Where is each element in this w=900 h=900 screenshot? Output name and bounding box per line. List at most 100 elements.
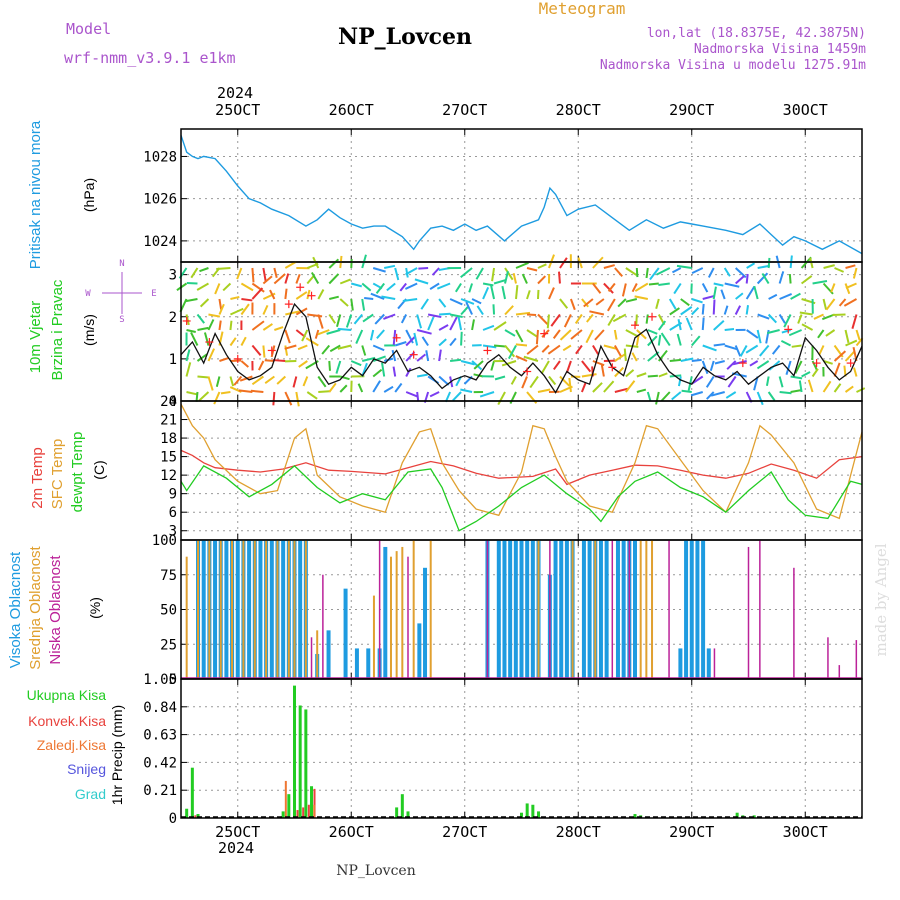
footer-title: NP_Lovcen (336, 863, 415, 879)
wind-barb (504, 329, 516, 337)
wind-barb (305, 337, 319, 347)
wind-barb (691, 298, 703, 304)
panel-frame (180, 678, 863, 819)
wind-barb (685, 317, 693, 331)
wind-barb (364, 297, 374, 300)
time-label-bottom: 27OCT (442, 823, 487, 841)
wind-barb (794, 360, 803, 374)
wind-barb (830, 283, 836, 293)
mid-cloud-bar (242, 540, 245, 679)
wind-barb (713, 320, 725, 331)
wind-barb (272, 391, 276, 406)
wind-barb (515, 311, 531, 316)
wind-barb (381, 295, 396, 300)
wind-barb (817, 329, 825, 339)
wind-barb (515, 285, 519, 300)
wind-barb (712, 286, 717, 300)
wind-barb (361, 298, 366, 311)
wind-barb (479, 391, 495, 398)
high-cloud-bar (530, 540, 535, 679)
compass-letter: N (119, 259, 124, 269)
time-axis-bottom: 25OCT 26OCT 27OCT 28OCT 29OCT 30OCT (215, 823, 828, 841)
wind-barb (753, 285, 759, 300)
ytick-label: 0 (169, 394, 177, 410)
time-label-bottom: 28OCT (556, 823, 601, 841)
wind-barb (844, 329, 850, 344)
altitude-text: Nadmorska Visina 1459m (694, 42, 866, 57)
ytick-label: 0 (169, 811, 177, 827)
meteogram-label: Meteogram (539, 0, 626, 18)
wind-barb (208, 313, 221, 318)
wind-barb (215, 376, 221, 388)
wind-barb (262, 267, 267, 283)
wind-barb (213, 391, 221, 405)
wind-barb (822, 298, 828, 310)
wind-barb (570, 329, 583, 340)
ylabel-mid-cloud: Srednja Oblacnost (27, 545, 44, 669)
wind-barb (833, 362, 841, 377)
wind-barb (612, 313, 627, 323)
wind-barb (746, 329, 759, 339)
mid-cloud-bar (253, 540, 256, 679)
wind-barb (771, 344, 781, 355)
wind-barb (723, 267, 731, 277)
wind-barb (645, 314, 649, 324)
wind-barb (707, 267, 715, 278)
wind-barb (709, 360, 715, 372)
wind-barb (504, 267, 514, 281)
ytick-label: 21 (160, 413, 177, 429)
wind-barb (529, 375, 539, 389)
wind-barb (416, 314, 423, 329)
wind-barb (646, 391, 652, 402)
wind-barb (207, 348, 216, 362)
legend-precip-0: Ukupna Kisa (27, 687, 107, 703)
wind-barb (691, 358, 702, 362)
pressure-line (180, 135, 863, 255)
wind-barb (790, 389, 802, 393)
high-cloud-bar (587, 540, 592, 679)
wind-barb (372, 344, 385, 352)
wind-barb (185, 298, 198, 303)
time-label-top: 29OCT (669, 101, 714, 119)
wind-barb (681, 389, 692, 393)
wind-barb (658, 282, 670, 286)
ylabel-sfctemp: SFC Temp (49, 439, 66, 510)
wind-barb (460, 298, 475, 305)
high-cloud-bar (247, 540, 252, 679)
wind-barb (405, 367, 412, 377)
wind-barb (438, 324, 449, 331)
wind-barb (745, 273, 749, 284)
high-cloud-bar (559, 540, 564, 679)
wind-barb (449, 337, 457, 347)
wind-barb (218, 298, 223, 310)
wind-barb (702, 344, 717, 352)
wind-barb (501, 360, 517, 367)
wind-barb (362, 313, 374, 323)
wind-barb (526, 344, 539, 355)
wind-barb (585, 329, 594, 344)
panel-wind: 0 1 2 3 (169, 254, 866, 410)
wind-barb (197, 326, 209, 331)
page-title: NP_Lovcen (338, 24, 472, 50)
wind-barb (660, 332, 671, 347)
wind-barb (504, 305, 514, 316)
wind-barb (724, 327, 735, 331)
wind-barb (690, 335, 701, 347)
wind-barb (350, 360, 362, 367)
wind-barb (493, 321, 507, 331)
mid-cloud-bar (197, 540, 200, 679)
wind-barb (656, 267, 671, 276)
wind-barb (493, 279, 506, 285)
coords-text: lon,lat (18.8375E, 42.3875N) (647, 26, 866, 41)
wind-barb (745, 344, 759, 354)
wind-barb (680, 298, 690, 307)
low-cloud-bar (486, 540, 489, 679)
wind-barb (580, 382, 587, 393)
wind-barb (317, 314, 324, 329)
low-cloud-bar (549, 540, 551, 679)
wind-barb (482, 344, 497, 349)
wind-barb (825, 298, 836, 311)
wind-barb (735, 267, 747, 279)
wind-barb (345, 314, 353, 328)
ytick-label: 0.63 (143, 728, 177, 744)
